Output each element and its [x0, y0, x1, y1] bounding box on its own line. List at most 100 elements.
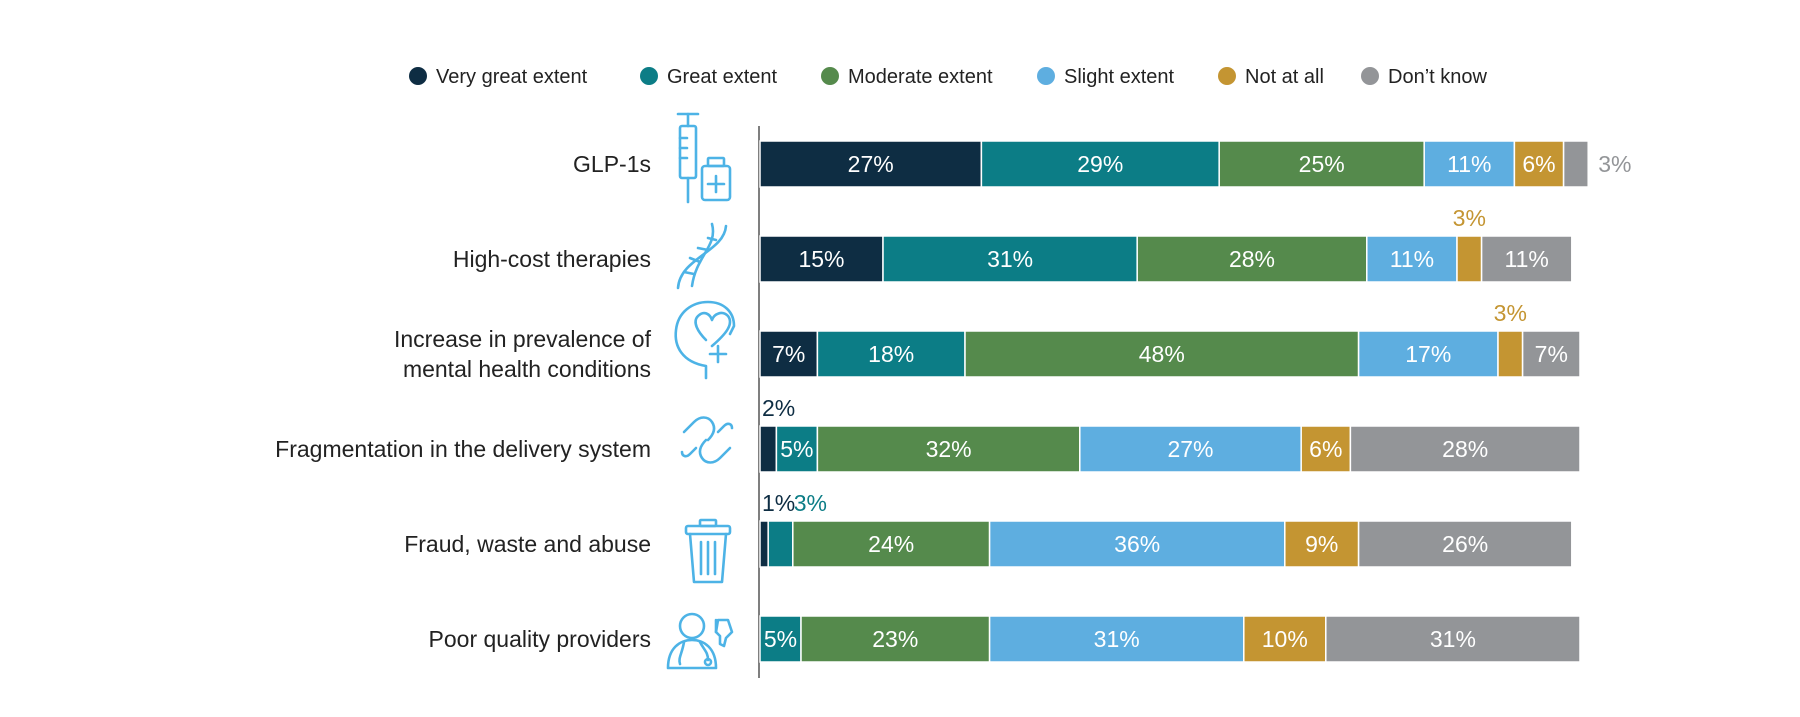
bar-segment-don-t-know	[1349, 425, 1581, 473]
bars	[759, 140, 1589, 663]
bar-label: 17%	[1405, 341, 1451, 367]
bar-label: 2%	[762, 395, 795, 421]
bar-segment-slight-extent	[1366, 235, 1458, 283]
doctor-thumbs-down-icon	[666, 612, 734, 670]
bar-segment-moderate-extent	[964, 330, 1360, 378]
bar-segment-moderate-extent	[1218, 140, 1425, 188]
legend-label: Not at all	[1245, 66, 1324, 88]
bar-label: 18%	[868, 341, 914, 367]
category-label: Fragmentation in the delivery system	[275, 436, 651, 462]
bar-label: 3%	[1598, 151, 1631, 177]
legend-swatch	[409, 67, 427, 85]
bar-label: 26%	[1442, 531, 1488, 557]
bar-label: 1%	[762, 490, 795, 516]
legend: Very great extent Great extent Moderate ex…	[409, 66, 1487, 88]
bar-segment-not-at-all	[1456, 235, 1483, 283]
legend-item-not-at-all: Not at all	[1218, 66, 1324, 88]
bar-segment-slight-extent	[1357, 330, 1499, 378]
legend-item-great-extent: Great extent	[640, 66, 778, 88]
category-label: Poor quality providers	[429, 626, 651, 652]
bar-segment-slight-extent	[988, 615, 1245, 663]
mental-health-head-icon	[674, 300, 736, 380]
legend-item-very-great-extent: Very great extent	[409, 66, 588, 88]
bar-label: 36%	[1114, 531, 1160, 557]
broken-link-icon	[680, 416, 734, 464]
bar-segment-not-at-all	[1513, 140, 1565, 188]
category-label: GLP-1s	[573, 151, 651, 177]
legend-swatch	[1037, 67, 1055, 85]
category-label: High-cost therapies	[453, 246, 651, 272]
bar-segment-slight-extent	[988, 520, 1286, 568]
bar-label: 6%	[1309, 436, 1342, 462]
bar-label: 10%	[1262, 626, 1308, 652]
bar-label: 9%	[1305, 531, 1338, 557]
bar-label: 11%	[1447, 151, 1491, 177]
legend-swatch	[1361, 67, 1379, 85]
bar-labels: 27% 29% 25% 11% 6% 3% 15% 31% 28% 11% 3% 11% 7% 18% 48…	[762, 151, 1631, 652]
bar-label: 7%	[772, 341, 805, 367]
bar-label: 31%	[1430, 626, 1476, 652]
legend-swatch	[1218, 67, 1236, 85]
syringe-vial-icon	[676, 112, 732, 204]
trash-can-icon	[684, 518, 732, 584]
legend-swatch	[821, 67, 839, 85]
bar-segment-very-great-extent	[759, 520, 769, 568]
bar-label: 15%	[798, 246, 844, 272]
bar-segment-don-t-know	[1357, 520, 1573, 568]
bar-segment-moderate-extent	[816, 425, 1081, 473]
bar-label: 28%	[1229, 246, 1275, 272]
bar-segment-slight-extent	[1423, 140, 1516, 188]
bar-segment-great-extent	[882, 235, 1138, 283]
bar-label: 24%	[868, 531, 914, 557]
bar-segment-great-extent	[816, 330, 966, 378]
bar-segment-don-t-know	[1325, 615, 1581, 663]
bar-label: 7%	[1535, 341, 1568, 367]
legend-swatch	[640, 67, 658, 85]
legend-item-moderate-extent: Moderate extent	[821, 66, 993, 88]
category-label: Increase in prevalence of	[394, 326, 652, 352]
legend-label: Very great extent	[436, 66, 588, 88]
bar-label: 31%	[987, 246, 1033, 272]
bar-segment-very-great-extent	[759, 330, 819, 378]
bar-label: 3%	[1453, 205, 1486, 231]
legend-label: Slight extent	[1064, 66, 1175, 88]
bar-label: 11%	[1390, 246, 1434, 272]
legend-item-slight-extent: Slight extent	[1037, 66, 1175, 88]
category-labels: GLP-1s High-cost therapies Increase in pre…	[275, 151, 651, 652]
bar-segment-great-extent	[775, 425, 819, 473]
bar-segment-don-t-know	[1562, 140, 1589, 188]
bar-label: 28%	[1442, 436, 1488, 462]
bar-label: 27%	[848, 151, 894, 177]
bar-segment-don-t-know	[1480, 235, 1573, 283]
bar-segment-very-great-extent	[759, 425, 778, 473]
bar-segment-moderate-extent	[1136, 235, 1368, 283]
bar-label: 6%	[1522, 151, 1555, 177]
legend-label: Great extent	[667, 66, 778, 88]
bar-segment-not-at-all	[1243, 615, 1327, 663]
bar-label: 5%	[764, 626, 797, 652]
bar-label: 3%	[794, 490, 827, 516]
bar-segment-moderate-extent	[800, 615, 991, 663]
bar-label: 31%	[1094, 626, 1140, 652]
legend-label: Moderate extent	[848, 66, 993, 88]
legend-item-don-t-know: Don’t know	[1361, 66, 1487, 88]
bar-label: 3%	[1494, 300, 1527, 326]
bar-segment-slight-extent	[1079, 425, 1302, 473]
legend-label: Don’t know	[1388, 66, 1487, 88]
bar-segment-not-at-all	[1497, 330, 1524, 378]
bar-label: 29%	[1077, 151, 1123, 177]
bar-label: 27%	[1167, 436, 1213, 462]
bar-label: 11%	[1505, 246, 1549, 272]
bar-label: 23%	[872, 626, 918, 652]
bar-label: 25%	[1299, 151, 1345, 177]
dna-icon	[676, 222, 728, 290]
bar-segment-moderate-extent	[792, 520, 991, 568]
bar-label: 48%	[1139, 341, 1185, 367]
bar-label: 5%	[780, 436, 813, 462]
bar-segment-great-extent	[767, 520, 794, 568]
bar-segment-don-t-know	[1521, 330, 1581, 378]
bar-label: 32%	[926, 436, 972, 462]
category-label: mental health conditions	[403, 356, 651, 382]
category-label: Fraud, waste and abuse	[404, 531, 651, 557]
